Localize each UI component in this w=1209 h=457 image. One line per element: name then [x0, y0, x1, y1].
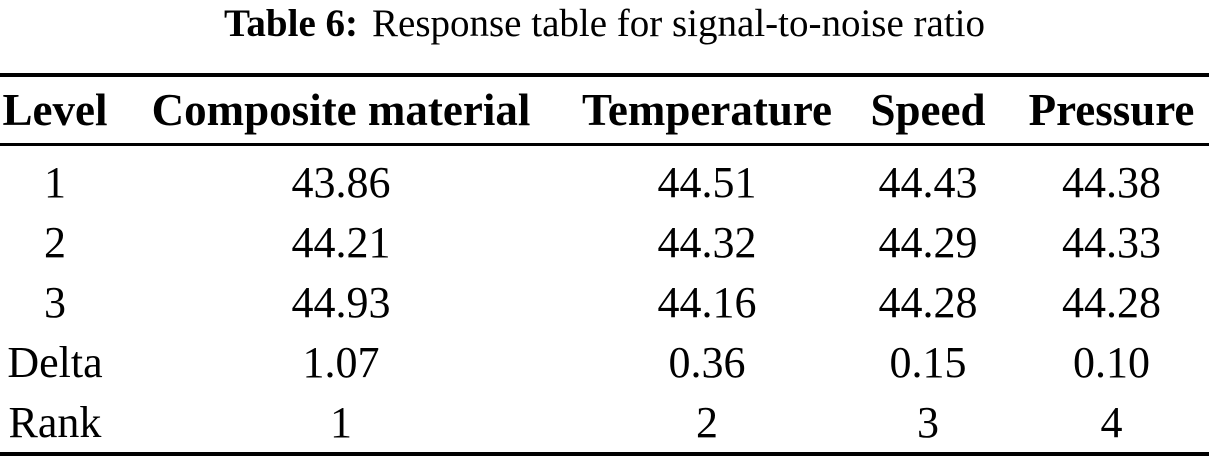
- column-header-speed: Speed: [842, 75, 1014, 146]
- table-cell: 1: [330, 397, 352, 447]
- table-row-level-3: 3 44.93 44.16 44.28 44.28: [0, 272, 1209, 332]
- table-cell: 44.51: [657, 157, 757, 207]
- table-cell: 44.28: [1062, 277, 1161, 327]
- row-label: 1: [44, 157, 66, 207]
- table-cell: 44.43: [878, 157, 978, 207]
- row-label: Rank: [8, 397, 102, 447]
- table-cell: 4: [1100, 397, 1123, 447]
- table-cell: 44.32: [657, 217, 757, 267]
- table-cell: 0.10: [1073, 337, 1150, 387]
- table-row-rank: Rank 1 2 3 4: [0, 392, 1209, 454]
- table-cell: 44.28: [878, 277, 978, 327]
- table-row-delta: Delta 1.07 0.36 0.15 0.10: [0, 332, 1209, 392]
- column-header-temperature: Temperature: [572, 75, 842, 146]
- row-label: 3: [44, 277, 66, 327]
- column-header-level: Level: [0, 75, 110, 146]
- table-caption: Table 6: Response table for signal-to-noi…: [0, 0, 1209, 48]
- table-cell: 44.21: [291, 217, 391, 267]
- row-label: 2: [44, 217, 66, 267]
- table-header-row: Level Composite material Temperature Spe…: [0, 75, 1209, 146]
- table-cell: 44.33: [1062, 217, 1161, 267]
- table-caption-label: Table 6:: [223, 2, 358, 45]
- table-row-level-1: 1 43.86 44.51 44.43 44.38: [0, 145, 1209, 213]
- table-caption-text: Response table for signal-to-noise ratio: [372, 2, 986, 45]
- table-cell: 2: [696, 397, 718, 447]
- table-cell: 44.29: [878, 217, 978, 267]
- response-table: Level Composite material Temperature Spe…: [0, 73, 1209, 456]
- table-cell: 0.15: [889, 337, 967, 387]
- table-cell: 44.93: [291, 277, 391, 327]
- table-cell: 3: [917, 397, 939, 447]
- table-cell: 43.86: [291, 157, 391, 207]
- table-cell: 0.36: [668, 337, 746, 387]
- table-cell: 1.07: [302, 337, 380, 387]
- column-header-pressure: Pressure: [1014, 75, 1209, 146]
- table-cell: 44.38: [1062, 157, 1161, 207]
- table-cell: 44.16: [657, 277, 757, 327]
- table-row-level-2: 2 44.21 44.32 44.29 44.33: [0, 212, 1209, 272]
- column-header-composite-material: Composite material: [110, 75, 572, 146]
- row-label: Delta: [7, 337, 103, 387]
